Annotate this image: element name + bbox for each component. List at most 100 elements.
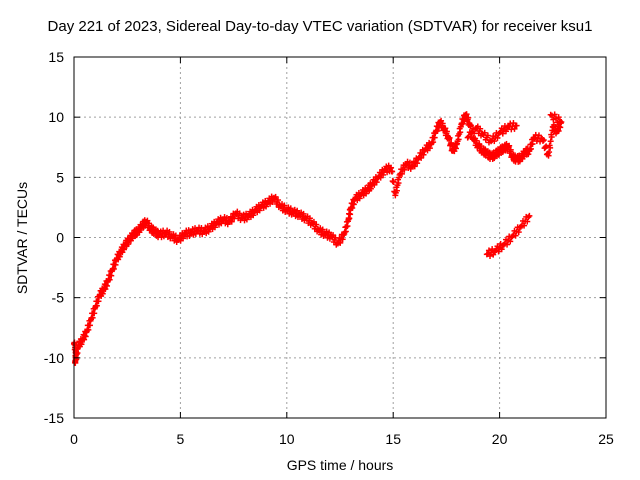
data-point — [205, 228, 212, 235]
data-point — [406, 159, 413, 166]
data-point — [411, 163, 418, 170]
data-point — [236, 210, 243, 217]
data-point — [340, 232, 347, 239]
axis-ticks: 0 5 10 15 20 25 -15 -10 -5 0 5 10 15 — [44, 49, 614, 447]
x-tick-label: 15 — [385, 431, 401, 447]
data-point — [263, 203, 270, 210]
data-point — [326, 229, 333, 236]
data-point — [506, 142, 513, 149]
data-point — [71, 339, 78, 346]
data-point — [498, 246, 505, 253]
data-point — [554, 119, 561, 126]
data-point — [512, 232, 519, 239]
data-point — [390, 178, 397, 185]
data-point — [457, 129, 464, 136]
data-point — [389, 168, 396, 175]
x-tick-label: 10 — [279, 431, 295, 447]
data-point — [72, 357, 79, 364]
data-point — [339, 236, 346, 243]
data-point — [496, 129, 503, 136]
data-point — [495, 248, 502, 255]
data-point — [455, 136, 462, 143]
data-point — [186, 232, 193, 239]
y-tick-label: -15 — [44, 410, 64, 426]
data-point — [337, 239, 344, 246]
data-point — [319, 226, 326, 233]
data-point — [373, 179, 380, 186]
data-point — [492, 247, 499, 254]
data-point — [535, 132, 542, 139]
data-point — [401, 166, 408, 173]
data-point — [287, 205, 294, 212]
x-axis-label: GPS time / hours — [286, 457, 394, 473]
x-tick-label: 0 — [70, 431, 78, 447]
data-point — [223, 214, 230, 221]
data-point — [515, 229, 522, 236]
data-point — [491, 138, 498, 145]
data-point — [160, 233, 167, 240]
data-point — [465, 114, 472, 121]
data-point — [180, 235, 187, 242]
data-point — [494, 134, 501, 141]
data-point — [521, 222, 528, 229]
data-point — [477, 125, 484, 132]
y-tick-label: 5 — [56, 169, 64, 185]
y-tick-label: 0 — [56, 230, 64, 246]
data-point — [548, 134, 555, 141]
data-point — [398, 170, 405, 177]
data-point — [484, 132, 491, 139]
data-point — [439, 120, 446, 127]
data-point — [243, 216, 250, 223]
data-point — [513, 122, 520, 129]
data-point — [504, 241, 511, 248]
data-point — [550, 116, 557, 123]
data-point — [146, 220, 153, 227]
data-point — [281, 202, 288, 209]
data-point — [154, 227, 161, 234]
data-point — [547, 138, 554, 145]
y-axis-label: SDTVAR / TECUs — [14, 181, 30, 295]
y-tick-label: -5 — [52, 290, 65, 306]
data-point — [420, 151, 427, 158]
data-point — [256, 207, 263, 214]
data-point — [467, 134, 474, 141]
data-point — [250, 212, 257, 219]
data-point — [418, 154, 425, 161]
data-point — [546, 149, 553, 156]
chart-title: Day 221 of 2023, Sidereal Day-to-day VTE… — [47, 18, 593, 35]
data-point — [446, 134, 453, 141]
data-point — [166, 228, 173, 235]
data-point — [272, 193, 279, 200]
data-point — [543, 143, 550, 150]
data-point — [294, 207, 301, 214]
data-point — [526, 212, 533, 219]
y-tick-label: 15 — [48, 49, 64, 65]
data-point — [275, 197, 282, 204]
x-tick-label: 20 — [492, 431, 508, 447]
data-point — [363, 190, 370, 197]
y-tick-label: -10 — [44, 350, 64, 366]
data-point — [511, 125, 518, 132]
data-point — [211, 224, 218, 231]
data-point — [306, 215, 313, 222]
data-point — [547, 111, 554, 118]
data-point — [547, 144, 554, 151]
data-point — [313, 221, 320, 228]
data-point — [481, 129, 488, 136]
data-point — [228, 218, 235, 225]
data-point — [502, 128, 509, 135]
data-point — [393, 187, 400, 194]
data-point — [414, 160, 421, 167]
data-point — [426, 145, 433, 152]
data-point — [540, 137, 547, 144]
data-point — [499, 130, 506, 137]
data-point — [380, 171, 387, 178]
data-point — [443, 128, 450, 135]
x-tick-label: 25 — [598, 431, 614, 447]
data-point — [539, 137, 546, 144]
x-tick-label: 5 — [177, 431, 185, 447]
data-point — [73, 351, 80, 358]
data-point — [74, 350, 81, 357]
data-point — [507, 146, 514, 153]
